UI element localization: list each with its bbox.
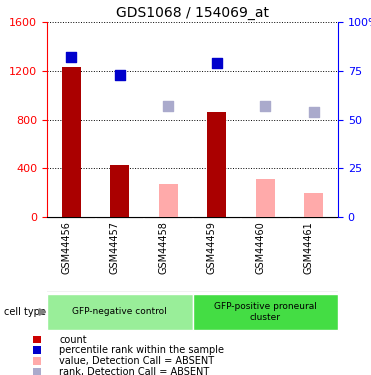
Text: GSM44456: GSM44456 [61, 221, 71, 274]
Text: GSM44458: GSM44458 [158, 221, 168, 274]
Text: GFP-positive proneural
cluster: GFP-positive proneural cluster [214, 302, 317, 322]
Text: GSM44460: GSM44460 [255, 221, 265, 273]
Bar [62, 67, 81, 217]
Text: value, Detection Call = ABSENT: value, Detection Call = ABSENT [59, 356, 214, 366]
Text: percentile rank within the sample: percentile rank within the sample [59, 345, 224, 355]
Point [311, 109, 317, 115]
Text: rank, Detection Call = ABSENT: rank, Detection Call = ABSENT [59, 367, 210, 375]
Point [34, 336, 40, 342]
Text: GSM44461: GSM44461 [304, 221, 314, 273]
Bar [304, 193, 324, 217]
Title: GDS1068 / 154069_at: GDS1068 / 154069_at [116, 6, 269, 20]
Text: GSM44459: GSM44459 [207, 221, 217, 274]
Text: GFP-negative control: GFP-negative control [72, 308, 167, 316]
Text: count: count [59, 334, 87, 345]
Text: cell type: cell type [4, 307, 46, 317]
Bar [158, 184, 178, 217]
Point [34, 347, 40, 353]
Point [165, 103, 171, 109]
Point [117, 72, 123, 78]
Point [68, 54, 74, 60]
Point [34, 369, 40, 375]
Point [214, 60, 220, 66]
Bar [110, 165, 129, 217]
Point [262, 103, 268, 109]
Bar [47, 294, 193, 330]
Text: GSM44457: GSM44457 [110, 221, 120, 274]
Point [34, 358, 40, 364]
Bar [256, 179, 275, 217]
Bar [193, 294, 338, 330]
Bar [207, 112, 226, 217]
